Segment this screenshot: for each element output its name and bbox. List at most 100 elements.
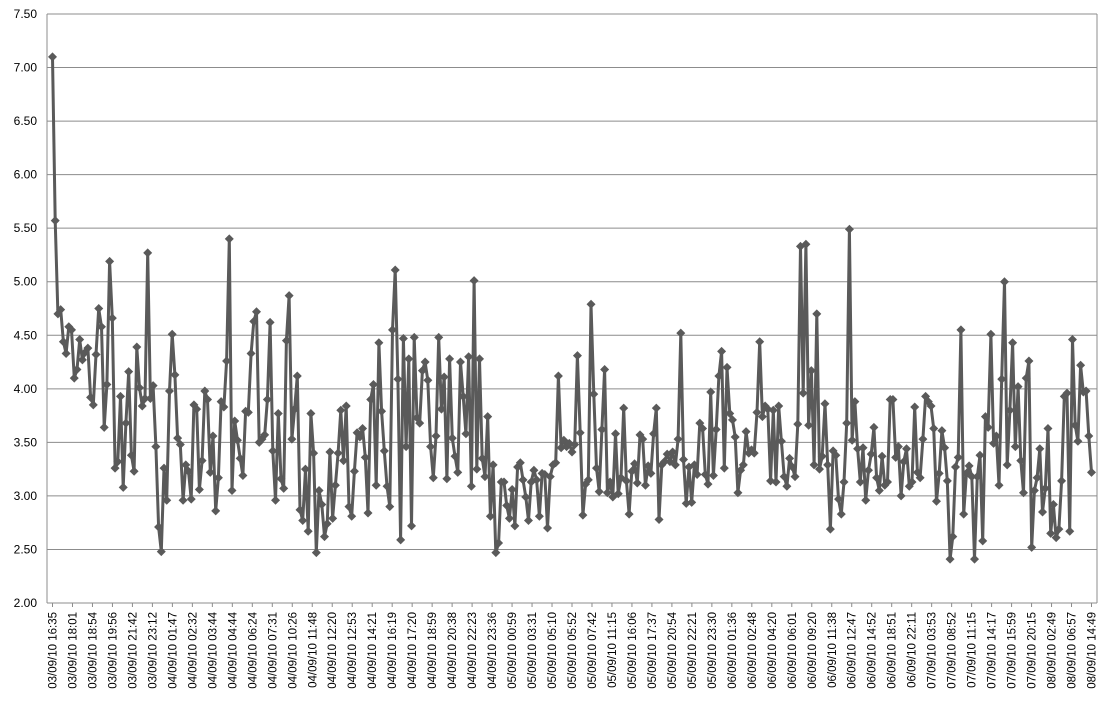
data-point (627, 466, 637, 476)
data-point (749, 448, 759, 458)
data-point (676, 328, 686, 338)
data-point (358, 423, 368, 433)
data-point (366, 395, 376, 405)
data-point (58, 337, 68, 347)
data-point (319, 532, 329, 542)
x-tick-label: 05/09/10 20:54 (667, 611, 679, 688)
data-point (733, 488, 743, 498)
data-point (50, 216, 60, 226)
x-tick-label: 04/09/10 12:20 (327, 612, 339, 689)
data-point (741, 427, 751, 437)
data-point (630, 459, 640, 469)
data-point (96, 322, 106, 332)
data-point (817, 451, 827, 461)
data-point (379, 446, 389, 456)
data-point (393, 374, 403, 384)
data-point (447, 433, 457, 443)
x-tick-label: 04/09/10 02:32 (187, 612, 199, 689)
data-point (956, 325, 966, 335)
data-point (1073, 436, 1083, 446)
data-point (145, 393, 155, 403)
data-point (918, 434, 928, 444)
data-point (510, 521, 520, 531)
x-tick-label: 07/09/10 14:17 (987, 612, 999, 689)
data-point (842, 418, 852, 428)
data-point (553, 371, 563, 381)
data-point (679, 454, 689, 464)
data-point (670, 460, 680, 470)
x-tick-label: 06/09/10 22:11 (907, 612, 919, 688)
x-tick-label: 06/09/10 18:51 (887, 612, 899, 689)
data-point (151, 442, 161, 452)
data-point (776, 436, 786, 446)
data-point (883, 477, 893, 487)
data-point (494, 538, 504, 548)
data-point (793, 419, 803, 429)
x-tick-label: 03/09/10 18:54 (87, 611, 99, 688)
data-point (967, 472, 977, 482)
data-point (651, 403, 661, 413)
data-point (700, 469, 710, 479)
data-point (227, 486, 237, 496)
data-point (328, 513, 338, 523)
data-point (317, 499, 327, 509)
data-point (1035, 444, 1045, 454)
data-point (1010, 442, 1020, 452)
data-point (86, 392, 96, 402)
data-point (809, 460, 819, 470)
data-point (834, 494, 844, 504)
data-point (230, 416, 240, 426)
data-point (276, 474, 286, 484)
y-tick-label: 6.50 (14, 114, 38, 128)
data-point (341, 401, 351, 411)
data-point (1032, 473, 1042, 483)
data-point (1048, 499, 1058, 509)
gridlines (47, 13, 1097, 604)
data-point (181, 460, 191, 470)
data-point (91, 350, 101, 360)
data-point (790, 472, 800, 482)
data-point (874, 486, 884, 496)
data-point (273, 408, 283, 418)
data-point (135, 383, 145, 393)
data-point (1067, 335, 1077, 345)
data-point (708, 471, 718, 481)
data-point (311, 548, 321, 558)
data-point (415, 418, 425, 428)
data-point (980, 412, 990, 422)
x-tick-label: 04/09/10 22:23 (467, 612, 479, 689)
data-point (711, 425, 721, 435)
data-point (1062, 388, 1072, 398)
data-point (154, 522, 164, 532)
data-line (51, 56, 1093, 561)
x-tick-label: 07/09/10 15:59 (1007, 612, 1019, 689)
data-point (461, 429, 471, 439)
x-tick-label: 06/09/10 01:36 (727, 612, 739, 689)
data-point (156, 547, 166, 557)
data-point (812, 309, 822, 319)
data-point (1008, 338, 1018, 348)
data-point (779, 472, 789, 482)
data-point (1081, 386, 1091, 396)
y-tick-label: 2.50 (14, 542, 38, 556)
data-point (303, 526, 313, 536)
data-point (997, 374, 1007, 384)
data-point (472, 464, 482, 474)
data-point (785, 453, 795, 463)
data-point (600, 365, 610, 375)
data-point (200, 386, 210, 396)
data-point (983, 422, 993, 432)
data-point (243, 407, 253, 417)
data-point (643, 461, 653, 471)
data-point (1038, 507, 1048, 517)
data-point (148, 381, 158, 391)
x-tick-label: 08/09/10 14:49 (1087, 612, 1099, 689)
data-point (118, 482, 128, 492)
data-point (192, 404, 202, 414)
data-point (521, 492, 531, 502)
data-point (1065, 526, 1075, 536)
data-point (934, 468, 944, 478)
data-point (888, 395, 898, 405)
data-point (387, 325, 397, 335)
data-point (107, 313, 117, 323)
